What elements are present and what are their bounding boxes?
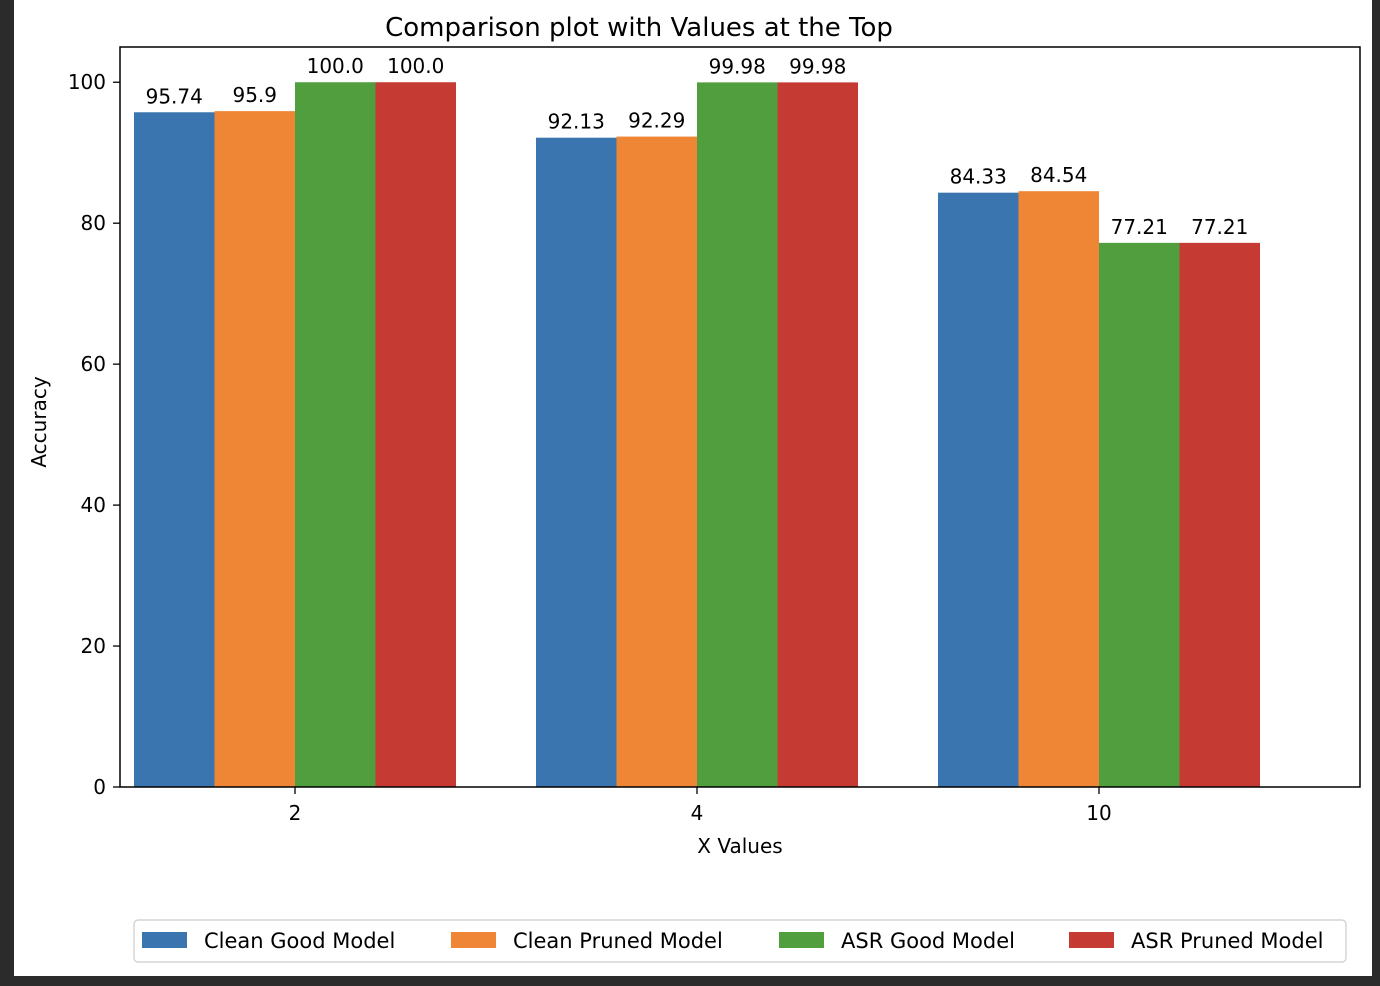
axes-frame <box>119 46 1361 788</box>
x-ticks: 2 4 10 <box>289 787 1112 825</box>
bar-chart: Comparison plot with Values at the Top 9… <box>27 13 1361 963</box>
value-label: 77.21 <box>1191 215 1248 239</box>
y-axis-label: Accuracy <box>27 376 51 467</box>
y-tick-label: 40 <box>81 493 106 517</box>
legend-label: Clean Pruned Model <box>513 929 723 953</box>
legend-label: ASR Pruned Model <box>1131 929 1324 953</box>
bar-asr-good-model-4 <box>697 82 778 788</box>
bar-clean-pruned-model-10 <box>1018 191 1099 788</box>
value-label: 99.98 <box>789 54 846 78</box>
x-tick-label: 10 <box>1086 801 1111 825</box>
chart-figure: Comparison plot with Values at the Top 9… <box>14 0 1372 976</box>
y-tick-label: 80 <box>81 211 106 235</box>
y-tick-label: 60 <box>81 352 106 376</box>
bar-asr-pruned-model-4 <box>777 82 858 788</box>
value-label: 92.13 <box>548 110 605 134</box>
value-label: 100.0 <box>307 54 364 78</box>
bar-clean-pruned-model-2 <box>214 111 295 788</box>
legend-swatch <box>779 932 824 948</box>
value-label: 95.74 <box>146 84 203 108</box>
legend-label: Clean Good Model <box>204 929 395 953</box>
legend-label: ASR Good Model <box>841 929 1015 953</box>
bar-clean-pruned-model-4 <box>616 136 697 787</box>
value-label: 100.0 <box>387 54 444 78</box>
legend-swatch <box>451 932 496 948</box>
legend-swatch <box>1069 932 1114 948</box>
y-tick-label: 0 <box>93 775 106 799</box>
x-tick-label: 2 <box>289 801 302 825</box>
bar-clean-good-model-10 <box>938 192 1019 787</box>
bar-clean-good-model-2 <box>134 112 215 787</box>
value-labels-layer: 95.74 95.9 100.0 100.0 92.13 92.29 99.98 99.98 8… <box>146 54 1249 239</box>
x-tick-label: 4 <box>691 801 704 825</box>
y-tick-label: 20 <box>81 634 106 658</box>
value-label: 99.98 <box>709 54 766 78</box>
legend-swatch <box>142 932 187 948</box>
legend-box <box>133 919 1347 963</box>
legend-items: Clean Good Model Clean Pruned Model ASR Go… <box>142 929 1324 953</box>
bars-layer <box>134 82 1260 788</box>
bar-clean-good-model-4 <box>536 137 617 787</box>
value-label: 77.21 <box>1111 215 1168 239</box>
legend: Clean Good Model Clean Pruned Model ASR Go… <box>133 919 1347 963</box>
bar-asr-good-model-2 <box>295 82 376 787</box>
value-label: 95.9 <box>232 83 277 107</box>
value-label: 84.33 <box>950 165 1007 189</box>
value-label: 92.29 <box>628 109 685 133</box>
value-label: 84.54 <box>1030 163 1087 187</box>
x-axis-label: X Values <box>697 834 782 858</box>
bar-asr-pruned-model-2 <box>375 82 456 787</box>
y-ticks: 0 20 40 60 80 100 <box>68 70 120 799</box>
bar-asr-good-model-10 <box>1099 242 1180 787</box>
chart-title: Comparison plot with Values at the Top <box>385 13 893 43</box>
bar-asr-pruned-model-10 <box>1179 242 1260 787</box>
y-tick-label: 100 <box>68 70 106 94</box>
